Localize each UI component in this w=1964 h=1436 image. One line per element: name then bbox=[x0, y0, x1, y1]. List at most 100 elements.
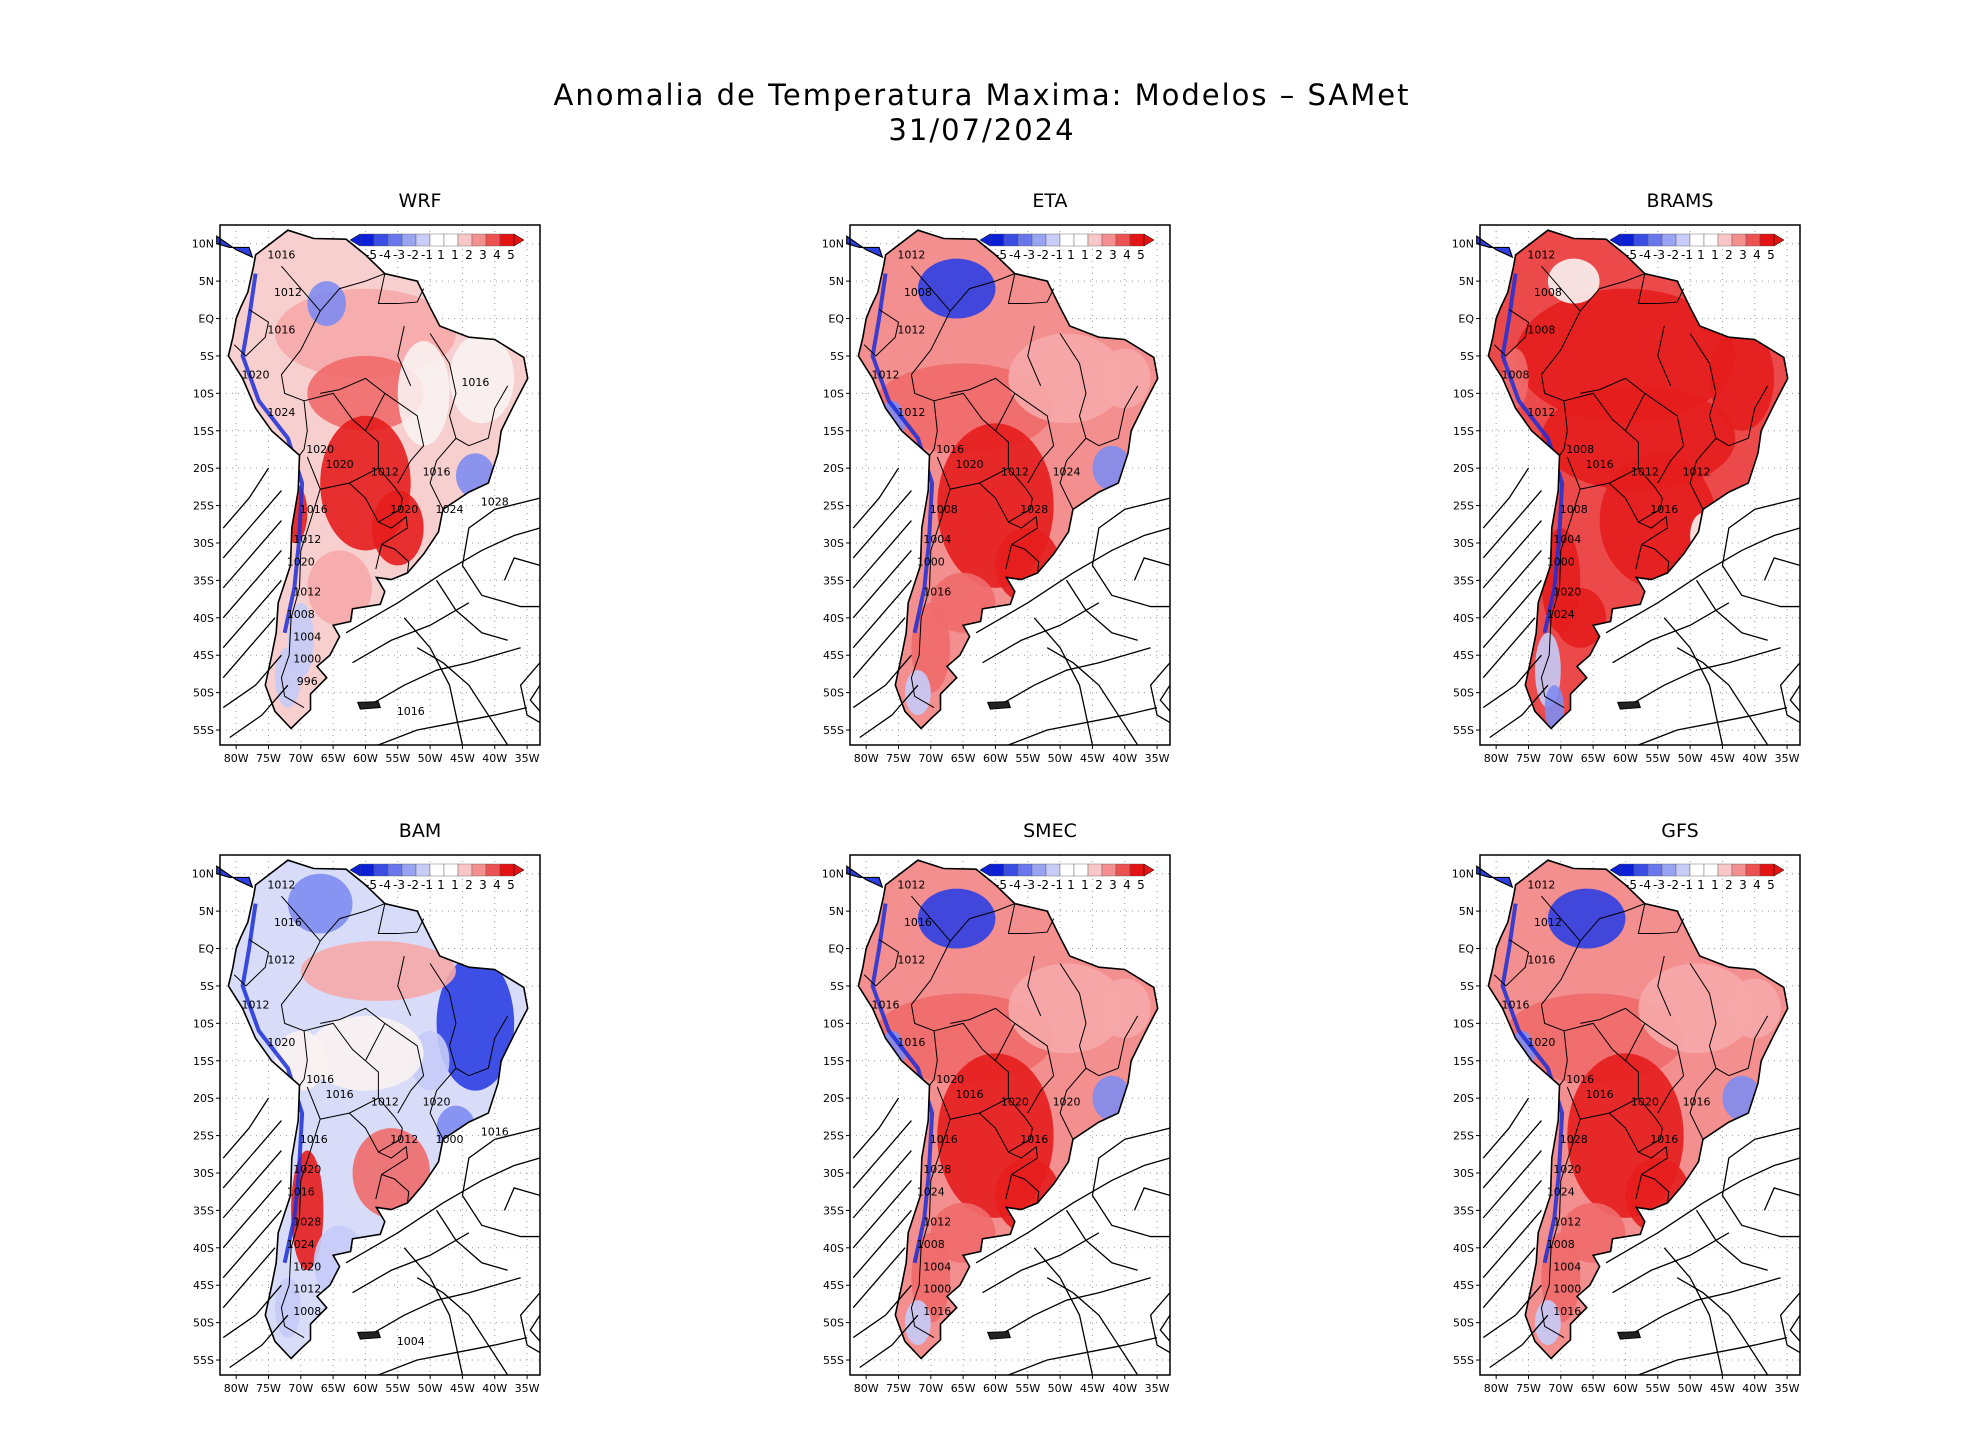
colorbar-label: -3 bbox=[1023, 248, 1035, 262]
lat-tick-label: 10N bbox=[822, 868, 844, 881]
lon-tick-label: 35W bbox=[1145, 752, 1170, 765]
lat-tick-label: 5S bbox=[1460, 350, 1474, 363]
isobar-label: 1004 bbox=[923, 1260, 951, 1273]
isobar-label: 1028 bbox=[1020, 503, 1048, 516]
colorbar-label: 3 bbox=[1109, 878, 1117, 892]
lon-tick-label: 70W bbox=[288, 1382, 313, 1395]
lat-tick-label: 15S bbox=[1453, 425, 1474, 438]
lat-tick-label: 50S bbox=[823, 687, 844, 700]
lat-tick-label: 5S bbox=[200, 980, 214, 993]
colorbar-label: -2 bbox=[1667, 248, 1679, 262]
isobar-label: 1012 bbox=[371, 1096, 399, 1109]
lat-tick-label: 15S bbox=[1453, 1055, 1474, 1068]
isobar-label: 1016 bbox=[1566, 1073, 1594, 1086]
isobar-label: 1012 bbox=[897, 879, 925, 892]
isobar-label: 1000 bbox=[917, 555, 945, 568]
isobar-label: 1020 bbox=[293, 1163, 321, 1176]
lon-tick-label: 55W bbox=[1645, 1382, 1670, 1395]
isobar-label: 1016 bbox=[1502, 998, 1530, 1011]
colorbar-label: -5 bbox=[1625, 878, 1637, 892]
lat-tick-label: 45S bbox=[1453, 649, 1474, 662]
lon-tick-label: 65W bbox=[951, 752, 976, 765]
colorbar-label: 2 bbox=[1725, 248, 1733, 262]
colorbar-label: -1 bbox=[1051, 878, 1063, 892]
isobar-label: 1016 bbox=[267, 323, 295, 336]
lon-tick-label: 35W bbox=[1775, 752, 1800, 765]
isobar-label: 1016 bbox=[904, 916, 932, 929]
lat-tick-label: EQ bbox=[828, 943, 844, 956]
lat-tick-label: 40S bbox=[193, 612, 214, 625]
isobar-label: 1004 bbox=[397, 1335, 425, 1348]
lat-tick-label: 45S bbox=[823, 1279, 844, 1292]
isobar-label: 1012 bbox=[1631, 466, 1659, 479]
lat-tick-label: 25S bbox=[1453, 1130, 1474, 1143]
lat-tick-label: 20S bbox=[193, 462, 214, 475]
colorbar-label: -3 bbox=[1653, 248, 1665, 262]
colorbar-label: -3 bbox=[393, 878, 405, 892]
isobar-label: 1016 bbox=[1650, 503, 1678, 516]
isobar-label: 1008 bbox=[1547, 1238, 1575, 1251]
lon-tick-label: 75W bbox=[256, 752, 281, 765]
colorbar-label: -2 bbox=[1037, 248, 1049, 262]
isobar-label: 1020 bbox=[1553, 1163, 1581, 1176]
lon-tick-label: 35W bbox=[1145, 1382, 1170, 1395]
lon-tick-label: 45W bbox=[450, 1382, 475, 1395]
map-bam: 1012 1016 1012 1012 1020 1016 1016 1012 1020 1012… bbox=[192, 854, 541, 1395]
colorbar-label: -2 bbox=[1667, 878, 1679, 892]
isobar-label: 1008 bbox=[1560, 503, 1588, 516]
panel-title: WRF bbox=[398, 190, 442, 212]
isobar-label: 1020 bbox=[1053, 1096, 1081, 1109]
isobar-label: 1024 bbox=[267, 406, 295, 419]
colorbar-label: 2 bbox=[1095, 248, 1103, 262]
lat-tick-label: 20S bbox=[823, 462, 844, 475]
lon-tick-label: 45W bbox=[1080, 1382, 1105, 1395]
panel-eta: ETA 1012 1008 1012 1012 1012 1016 1020 1012 1024 1… bbox=[810, 190, 1171, 765]
isobar-label: 1016 bbox=[897, 1036, 925, 1049]
isobar-label: 1012 bbox=[897, 323, 925, 336]
isobar-label: 1016 bbox=[923, 585, 951, 598]
map-eta: 1012 1008 1012 1012 1012 1016 1020 1012 1024 1028… bbox=[822, 224, 1171, 765]
lat-tick-label: 10N bbox=[822, 238, 844, 251]
lat-tick-label: 10S bbox=[193, 1017, 214, 1030]
isobar-label: 1008 bbox=[287, 608, 315, 621]
isobar-label: 1012 bbox=[1527, 249, 1555, 262]
colorbar-label: -4 bbox=[379, 878, 391, 892]
isobar-label: 1008 bbox=[1502, 368, 1530, 381]
colorbar-label: 5 bbox=[1137, 878, 1145, 892]
lon-tick-label: 45W bbox=[1080, 752, 1105, 765]
panel-gfs: GFS 1012 1012 1016 1016 1020 1016 1016 1020 1016 1… bbox=[1440, 820, 1801, 1395]
isobar-label: 1016 bbox=[274, 916, 302, 929]
isobar-label: 1020 bbox=[1553, 585, 1581, 598]
colorbar-label: 5 bbox=[507, 248, 515, 262]
lat-tick-label: 45S bbox=[193, 649, 214, 662]
colorbar-label: 5 bbox=[1767, 248, 1775, 262]
colorbar-label: 3 bbox=[1109, 248, 1117, 262]
isobar-label: 1016 bbox=[481, 1126, 509, 1139]
isobar-label: 1012 bbox=[293, 1283, 321, 1296]
isobar-label: 1016 bbox=[1527, 953, 1555, 966]
lon-tick-label: 75W bbox=[886, 752, 911, 765]
lon-tick-label: 60W bbox=[1613, 1382, 1638, 1395]
panel-smec: SMEC 1012 1016 1012 1016 1016 1020 1016 1020 1020… bbox=[810, 820, 1171, 1395]
lat-tick-label: 20S bbox=[193, 1092, 214, 1105]
colorbar-legend: -5 -4 -3 -2 -1 1 1 2 3 4 5 bbox=[979, 233, 1155, 262]
lon-tick-label: 35W bbox=[515, 1382, 540, 1395]
panel-title: BAM bbox=[398, 820, 442, 842]
lon-tick-label: 50W bbox=[1678, 752, 1703, 765]
isobar-label: 1016 bbox=[326, 1088, 354, 1101]
isobar-label: 1016 bbox=[461, 376, 489, 389]
isobar-label: 1024 bbox=[1547, 608, 1575, 621]
isobar-label: 1008 bbox=[293, 1305, 321, 1318]
isobar-label: 1012 bbox=[897, 249, 925, 262]
lon-tick-label: 70W bbox=[1548, 752, 1573, 765]
lat-tick-label: 25S bbox=[193, 500, 214, 513]
isobar-label: 1008 bbox=[1527, 323, 1555, 336]
lat-tick-label: 15S bbox=[823, 425, 844, 438]
isobar-label: 1028 bbox=[481, 496, 509, 509]
colorbar-label: -4 bbox=[1639, 878, 1651, 892]
lon-tick-label: 75W bbox=[256, 1382, 281, 1395]
lat-tick-label: 10S bbox=[1453, 387, 1474, 400]
lon-tick-label: 70W bbox=[918, 752, 943, 765]
lon-tick-label: 35W bbox=[1775, 1382, 1800, 1395]
map-gfs: 1012 1012 1016 1016 1020 1016 1016 1020 1016 1016… bbox=[1452, 854, 1801, 1395]
